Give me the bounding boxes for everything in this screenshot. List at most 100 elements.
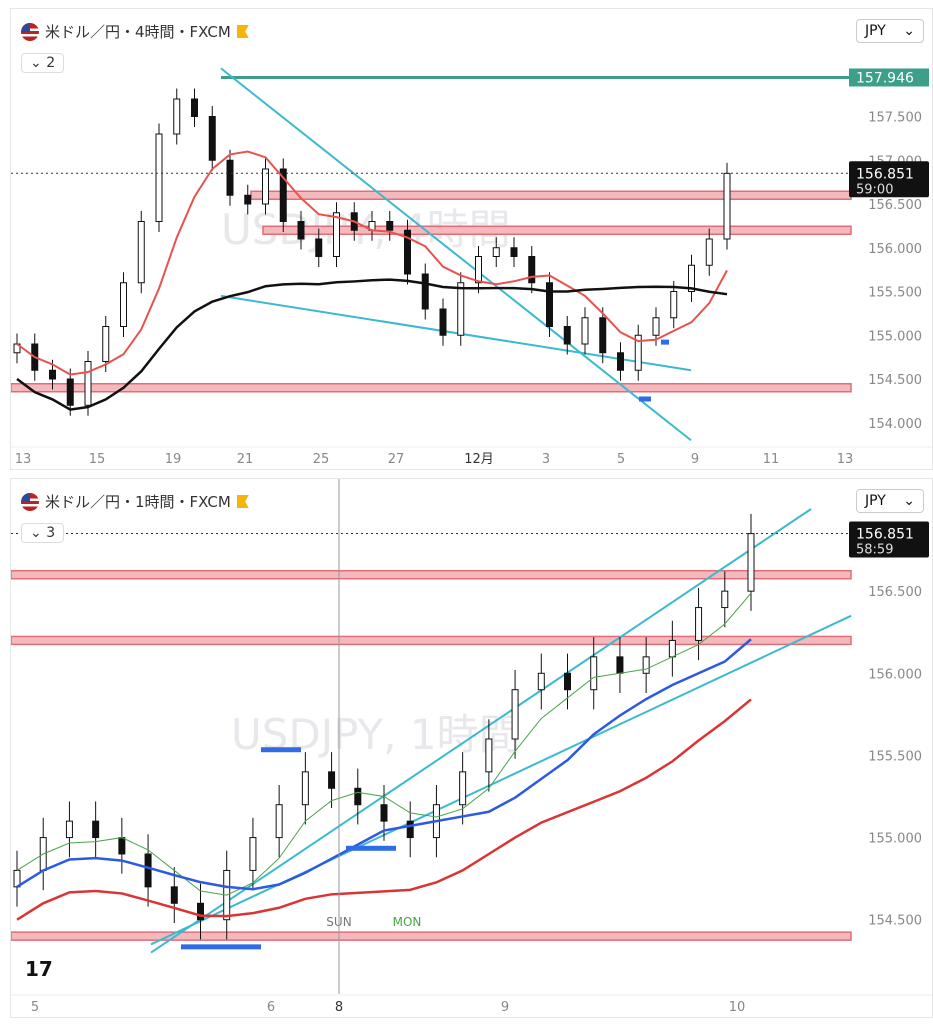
- price-axis-label: 154.500: [868, 373, 922, 388]
- candle: [404, 229, 411, 275]
- time-axis-label: 12月: [464, 452, 494, 467]
- chart-header-1h: 米ドル／円・1時間・FXCM: [21, 491, 249, 512]
- price-axis-label: 155.500: [868, 749, 922, 764]
- symbol-title[interactable]: 米ドル／円・1時間・FXCM: [45, 493, 231, 511]
- candle: [65, 820, 73, 839]
- candle: [84, 361, 92, 406]
- time-axis-label: 11: [763, 452, 780, 467]
- bookmark-icon[interactable]: [236, 25, 249, 38]
- price-zone: [250, 190, 852, 200]
- chevron-down-icon: ⌄: [903, 23, 915, 39]
- candle: [439, 308, 447, 336]
- candle: [102, 326, 110, 362]
- chevron-down-icon: ⌄: [903, 493, 915, 509]
- chart-panel-4h[interactable]: USDJPY, 4時間157.500157.000156.500156.0001…: [10, 8, 933, 470]
- candle: [92, 820, 100, 839]
- tradingview-logo-icon: 17: [25, 957, 53, 981]
- moving-average: [16, 150, 728, 376]
- candle: [262, 168, 269, 205]
- candle: [695, 607, 703, 641]
- price-zone: [11, 635, 852, 646]
- signal-marker: [181, 944, 261, 950]
- currency-select[interactable]: JPY ⌄: [856, 489, 924, 513]
- candle: [721, 590, 729, 609]
- candle: [354, 787, 362, 806]
- time-axis-label: 13: [837, 452, 854, 467]
- price-axis-label: 155.500: [868, 286, 922, 301]
- candle: [546, 282, 553, 327]
- candle: [49, 369, 56, 380]
- candle: [652, 317, 660, 336]
- candle: [670, 291, 678, 319]
- candle: [421, 273, 429, 310]
- time-axis-label: 5: [31, 1000, 39, 1015]
- candle: [590, 656, 598, 691]
- candle: [275, 804, 283, 839]
- candle: [459, 771, 467, 806]
- candle: [492, 247, 500, 257]
- candle: [563, 326, 571, 345]
- chart-4h-canvas[interactable]: USDJPY, 4時間157.500157.000156.500156.0001…: [11, 9, 933, 470]
- bookmark-icon[interactable]: [236, 495, 249, 508]
- candle: [617, 352, 624, 371]
- candle: [226, 159, 234, 196]
- candle: [634, 334, 642, 371]
- candle: [386, 221, 394, 231]
- candle: [485, 738, 493, 773]
- candle: [537, 672, 545, 691]
- currency-select[interactable]: JPY ⌄: [856, 19, 924, 43]
- moving-average: [16, 278, 728, 411]
- candle: [457, 282, 465, 336]
- candle: [120, 282, 127, 327]
- candle: [511, 689, 519, 740]
- price-axis-label: 156.500: [868, 585, 922, 600]
- candle: [747, 533, 755, 592]
- candle: [581, 317, 589, 345]
- candle: [642, 656, 650, 674]
- indicator-collapse-button[interactable]: ⌄ 3: [21, 523, 65, 543]
- last-price-tag: [849, 521, 929, 558]
- channel-line: [220, 294, 692, 372]
- chart-1h-canvas[interactable]: USDJPY, 1時間156.500156.000155.500155.0001…: [11, 479, 933, 1018]
- candle: [380, 804, 388, 822]
- session-label-mon: MON: [393, 915, 422, 929]
- time-axis-label: 6: [267, 1000, 275, 1015]
- candle: [510, 247, 518, 257]
- indicator-collapse-button[interactable]: ⌄ 2: [21, 53, 65, 73]
- time-axis-label: 10: [729, 1000, 746, 1015]
- symbol-title[interactable]: 米ドル／円・4時間・FXCM: [45, 23, 231, 41]
- time-axis-label: 9: [501, 1000, 509, 1015]
- candle: [301, 771, 309, 806]
- time-axis-label: 25: [313, 452, 330, 467]
- moving-average: [16, 638, 752, 891]
- candle: [170, 886, 178, 904]
- candle: [668, 639, 676, 658]
- green-level-value: 157.946: [856, 70, 914, 86]
- chart-panel-1h[interactable]: USDJPY, 1時間 156.500 156.000 155.500 155.000 1…: [10, 478, 933, 1018]
- price-axis-label: 154.500: [868, 914, 922, 929]
- candle: [328, 771, 336, 789]
- time-axis-label: 21: [237, 452, 254, 467]
- candle: [137, 221, 145, 284]
- us-flag-icon: [21, 22, 39, 41]
- moving-average: [16, 592, 752, 896]
- candle: [616, 656, 624, 674]
- candle: [173, 98, 181, 135]
- price-zone: [11, 383, 852, 393]
- candle: [475, 256, 482, 284]
- candle: [208, 116, 216, 161]
- candle: [249, 837, 257, 871]
- candle: [297, 221, 305, 240]
- candle: [564, 672, 571, 691]
- candle: [144, 853, 152, 888]
- signal-marker: [346, 845, 396, 851]
- bar-countdown: 59:00: [856, 182, 893, 197]
- price-axis-label: 155.000: [868, 832, 922, 847]
- candle: [197, 902, 204, 921]
- channel-line: [220, 67, 692, 442]
- price-axis-label: 156.000: [868, 242, 922, 257]
- candle: [688, 264, 695, 292]
- time-axis-label: 27: [388, 452, 405, 467]
- time-axis-label: 19: [165, 452, 182, 467]
- time-axis-label: 8: [335, 1000, 343, 1015]
